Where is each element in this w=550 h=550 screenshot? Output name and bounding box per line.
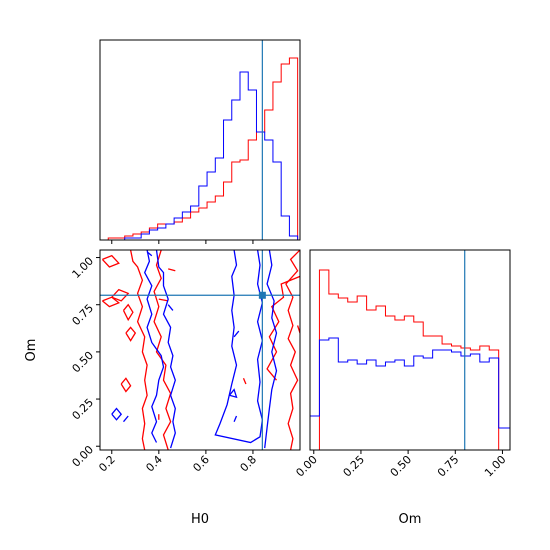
contour-line-0-10 (168, 268, 176, 272)
hist-Om-xtick-label: 0.75 (435, 453, 462, 480)
contour-line-0-11 (285, 250, 300, 450)
contour-line-0-13 (242, 378, 247, 385)
histogram-step-Om-0 (310, 269, 510, 451)
hist-Om-xtick-label: 0.25 (341, 453, 368, 480)
contour-line-1-1 (155, 250, 176, 449)
contour-panel-H0-Om: 0.2 0.4 0.6 0.8 0.00 0.25 0.50 0.75 1.00 (70, 249, 301, 475)
contour-line-0-9 (158, 298, 169, 302)
contour-line-0-7 (120, 377, 132, 393)
truth-marker (258, 291, 266, 299)
histogram-step-H0-0 (100, 57, 299, 241)
contour-line-1-5 (122, 415, 129, 423)
y-axis-label-Om: Om (24, 339, 39, 362)
contour-line-0-1 (153, 250, 172, 450)
contour-line-0-3 (101, 296, 121, 308)
contour-line-0-4 (111, 288, 130, 302)
histogram-step-H0-1 (100, 71, 299, 241)
contour-ytick-label: 0.25 (70, 396, 97, 423)
contour-line-1-0 (143, 250, 165, 443)
contour-frame (99, 249, 301, 451)
contour-ytick-label: 1.00 (70, 254, 97, 281)
contour-line-1-10 (233, 415, 238, 422)
histogram-frame-Om (309, 249, 511, 451)
contour-line-1-8 (228, 388, 238, 399)
contour-xtick-label: 0.2 (96, 453, 118, 475)
contour-xtick-label: 0.6 (190, 453, 212, 475)
histogram-panel-H0 (99, 39, 301, 244)
contour-line-0-2 (101, 254, 120, 268)
contour-line-1-6 (214, 250, 264, 444)
contour-line-1-7 (264, 250, 278, 449)
hist-Om-xtick-label: 1.00 (482, 453, 509, 480)
contour-line-1-9 (233, 330, 240, 338)
contour-line-0-6 (125, 326, 137, 342)
contour-line-1-2 (146, 251, 153, 257)
histogram-step-Om-1 (309, 337, 511, 450)
contour-ytick-label: 0.50 (70, 349, 97, 376)
hist-Om-xtick-label: 0.50 (388, 453, 415, 480)
histogram-frame-H0 (99, 39, 301, 241)
contour-line-0-12 (266, 275, 300, 381)
contour-ytick-label: 0.00 (70, 443, 97, 470)
contour-xtick-label: 0.4 (143, 453, 165, 475)
contour-lines (100, 250, 300, 450)
x-axis-label-H0: H0 (191, 512, 209, 527)
contour-line-0-5 (122, 303, 134, 322)
contour-xtick-label: 0.8 (237, 453, 259, 475)
contour-line-0-0 (129, 250, 148, 450)
hist-Om-xtick-label: 0.00 (293, 453, 320, 480)
contour-ytick-label: 0.75 (70, 302, 97, 329)
x-axis-label-Om: Om (399, 512, 422, 527)
contour-line-1-3 (167, 304, 174, 311)
contour-line-1-4 (111, 407, 123, 421)
histogram-panel-Om: 0.00 0.25 0.50 0.75 1.00 (293, 249, 511, 480)
